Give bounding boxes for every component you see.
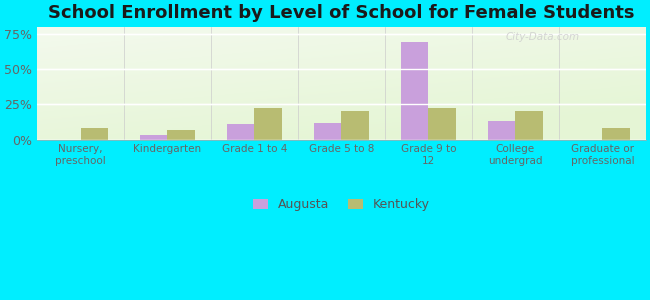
Bar — [400, 42, 428, 140]
Bar — [428, 109, 456, 140]
Bar — [488, 121, 515, 140]
Bar — [603, 128, 630, 140]
Legend: Augusta, Kentucky: Augusta, Kentucky — [248, 193, 435, 216]
Text: City-Data.com: City-Data.com — [506, 32, 580, 42]
Bar — [341, 111, 369, 140]
Bar — [227, 124, 254, 140]
Bar — [168, 130, 195, 140]
Bar — [254, 109, 282, 140]
Bar — [140, 135, 168, 140]
Bar — [81, 128, 109, 140]
Title: School Enrollment by Level of School for Female Students: School Enrollment by Level of School for… — [48, 4, 634, 22]
Bar — [515, 111, 543, 140]
Bar — [313, 123, 341, 140]
